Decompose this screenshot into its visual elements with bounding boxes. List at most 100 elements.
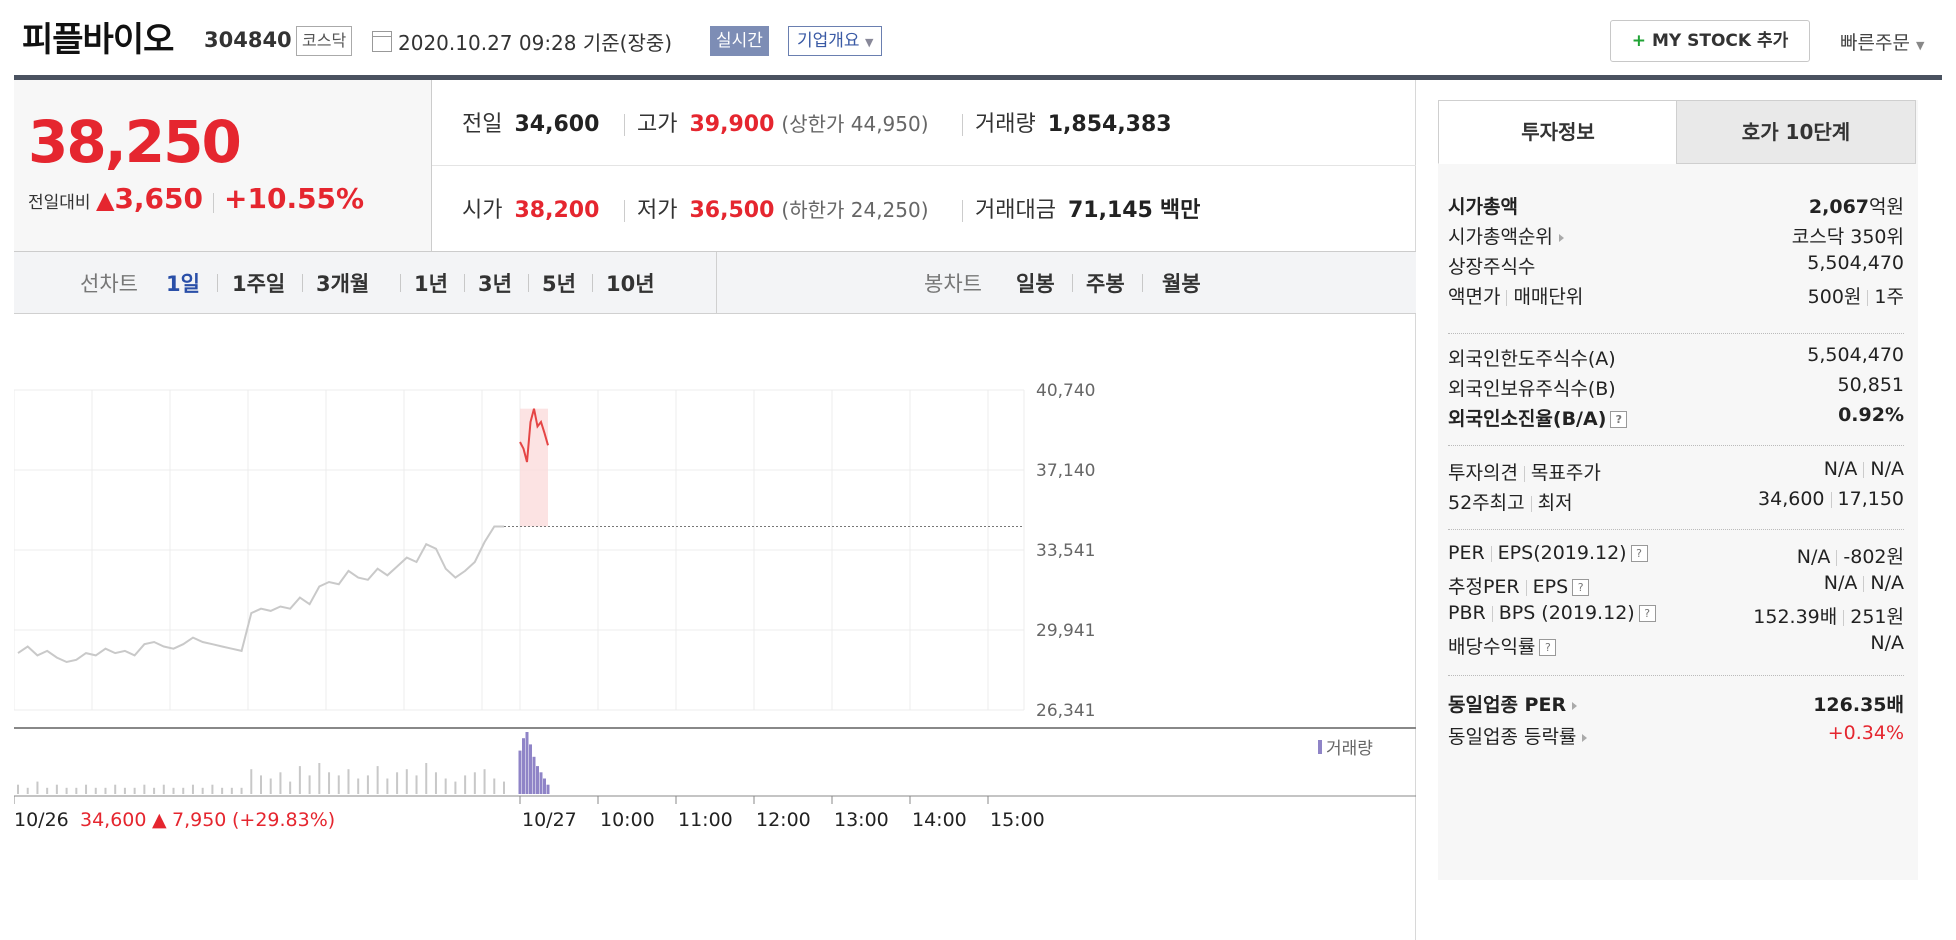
x-tick-label: 11:00 (678, 809, 733, 831)
bps-label: BPS (2019.12) (1498, 602, 1635, 624)
volume-bar (405, 769, 408, 794)
tab-invest-info[interactable]: 투자정보 (1438, 100, 1678, 164)
market-cap-rank-label: 시가총액순위 (1448, 226, 1553, 248)
current-price-box: 38,250 전일대비 ▲3,650 +10.55% (14, 80, 432, 252)
x-tick-label: 12:00 (756, 809, 811, 831)
volume-bar (85, 784, 88, 794)
volume-bar (211, 784, 214, 794)
opinion: N/A (1823, 458, 1858, 480)
tab-weekly[interactable]: 주봉 (1086, 272, 1125, 296)
section-opinion: 투자의견 목표주가 N/A N/A 52주최고 최저 34,600 17,150 (1448, 446, 1904, 530)
volume-bar (240, 787, 243, 794)
stock-code: 304840 (204, 28, 292, 52)
realtime-badge[interactable]: 실시간 (710, 26, 769, 56)
tab-1week[interactable]: 1주일 (232, 272, 286, 296)
kv-label: 외국인소진율(B/A)? (1448, 404, 1628, 431)
change-amount: 3,650 (114, 182, 204, 215)
help-icon[interactable]: ? (1610, 411, 1628, 428)
tab-1year[interactable]: 1년 (414, 272, 448, 296)
header-divider (14, 75, 1942, 80)
volume-bar (269, 778, 272, 794)
volume-bar (230, 787, 233, 794)
tab-1day[interactable]: 1일 (166, 272, 200, 296)
market-badge: 코스닥 (296, 26, 353, 56)
volume-bar (191, 784, 194, 794)
row-foreign-hold: 외국인보유주식수(B) 50,851 (1448, 374, 1904, 404)
prev-day-change: 7,950 (172, 809, 226, 831)
lower-limit: (하한가 24,250) (781, 198, 929, 222)
kv-value: 126.35배 (1813, 694, 1904, 716)
divider (1530, 495, 1532, 512)
target-label: 목표주가 (1530, 462, 1601, 484)
intraday-chart[interactable]: 40,740 37,140 33,541 29,941 26,341 거래량 10/27… (14, 314, 1416, 940)
volume-bar-today (525, 732, 529, 794)
divider (1491, 605, 1493, 622)
tab-monthly[interactable]: 월봉 (1162, 272, 1201, 296)
chevron-right-icon (1582, 733, 1588, 742)
row-sector-per: 동일업종 PER 126.35배 (1448, 690, 1904, 720)
divider (1142, 274, 1143, 292)
volume-bar (201, 787, 204, 794)
eps: -802원 (1843, 546, 1904, 568)
volume-bar-today (543, 778, 546, 794)
per-label: PER (1448, 542, 1485, 564)
kv-label[interactable]: 시가총액순위 (1448, 222, 1564, 249)
volume-bar (347, 769, 350, 794)
pbr: 152.39배 (1753, 606, 1838, 628)
kv-label: 상장주식수 (1448, 256, 1536, 278)
stat-label: 전일 (462, 112, 503, 137)
quick-order-dropdown[interactable]: 빠른주문 ▼ (1840, 28, 1924, 55)
y-tick-label: 29,941 (1036, 621, 1095, 641)
kv-value: 500원 1주 (1808, 282, 1904, 309)
y-tick-label: 37,140 (1036, 461, 1095, 481)
help-icon[interactable]: ? (1539, 639, 1557, 656)
volume-bar (123, 787, 126, 794)
volume-bar (454, 781, 457, 794)
volume-bar (425, 763, 428, 794)
volume-bar (308, 775, 311, 794)
market-cap-rank: 코스닥 350위 (1791, 226, 1904, 248)
volume-bar (328, 772, 331, 794)
stat-open: 시가 38,200 (462, 192, 599, 224)
kv-label[interactable]: 동일업종 등락률 (1448, 722, 1588, 749)
divider (302, 274, 303, 292)
row-opinion: 투자의견 목표주가 N/A N/A (1448, 458, 1904, 488)
sector-rate-label: 동일업종 등락률 (1448, 726, 1577, 748)
volume-bar (298, 766, 301, 794)
help-icon[interactable]: ? (1572, 579, 1590, 596)
stats-row: 전일 34,600 고가 39,900 (상한가 44,950) 거래량 1,854,… (432, 80, 1416, 166)
tab-daily[interactable]: 일봉 (1016, 272, 1055, 296)
divider (1830, 491, 1832, 508)
series-today (519, 408, 549, 463)
add-my-stock-button[interactable]: + MY STOCK 추가 (1610, 20, 1810, 62)
invest-tabs: 투자정보 호가 10단계 (1438, 100, 1918, 164)
section-foreign: 외국인한도주식수(A) 5,504,470 외국인보유주식수(B) 50,851 외… (1448, 334, 1904, 446)
current-price: 38,250 (28, 108, 242, 176)
change-label: 전일대비 (28, 193, 91, 213)
stat-volume: 거래량 1,854,383 (962, 106, 1172, 138)
volume-bar (260, 775, 262, 794)
tab-10year[interactable]: 10년 (606, 272, 655, 296)
tab-orderbook[interactable]: 호가 10단계 (1676, 100, 1916, 164)
opinion-label: 투자의견 (1448, 462, 1518, 484)
x-tick-label: 13:00 (834, 809, 889, 831)
row-shares: 상장주식수 5,504,470 (1448, 252, 1904, 282)
x-tick-label: 10:00 (600, 809, 655, 831)
help-icon[interactable]: ? (1638, 605, 1656, 622)
corp-info-dropdown[interactable]: 기업개요 ▼ (788, 26, 883, 56)
help-icon[interactable]: ? (1630, 545, 1648, 562)
volume-bar (182, 787, 185, 794)
stat-label: 거래대금 (975, 198, 1056, 223)
tab-3month[interactable]: 3개월 (316, 272, 370, 296)
volume-bars (17, 732, 550, 794)
volume-bar (172, 787, 175, 794)
prev-day-close: 34,600 (80, 809, 146, 831)
tab-3year[interactable]: 3년 (478, 272, 512, 296)
tab-5year[interactable]: 5년 (542, 272, 576, 296)
x-axis-ticks: 10/27 10:00 11:00 12:00 13:00 14:00 15:00 (14, 796, 1045, 831)
divider (1490, 545, 1492, 562)
chevron-down-icon: ▼ (864, 36, 874, 49)
stat-amount: 거래대금 71,145 백만 (962, 192, 1200, 224)
kv-label[interactable]: 동일업종 PER (1448, 690, 1578, 717)
divider (1836, 549, 1838, 566)
